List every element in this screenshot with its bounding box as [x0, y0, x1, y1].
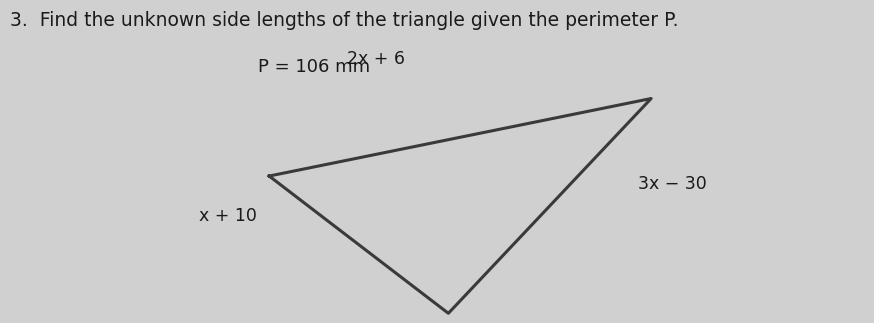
Text: 3.  Find the unknown side lengths of the triangle given the perimeter P.: 3. Find the unknown side lengths of the … — [10, 11, 679, 30]
Text: x + 10: x + 10 — [199, 207, 257, 225]
Text: P = 106 mm: P = 106 mm — [258, 58, 370, 76]
Text: 3x − 30: 3x − 30 — [638, 175, 707, 193]
Text: 2x + 6: 2x + 6 — [347, 50, 405, 68]
